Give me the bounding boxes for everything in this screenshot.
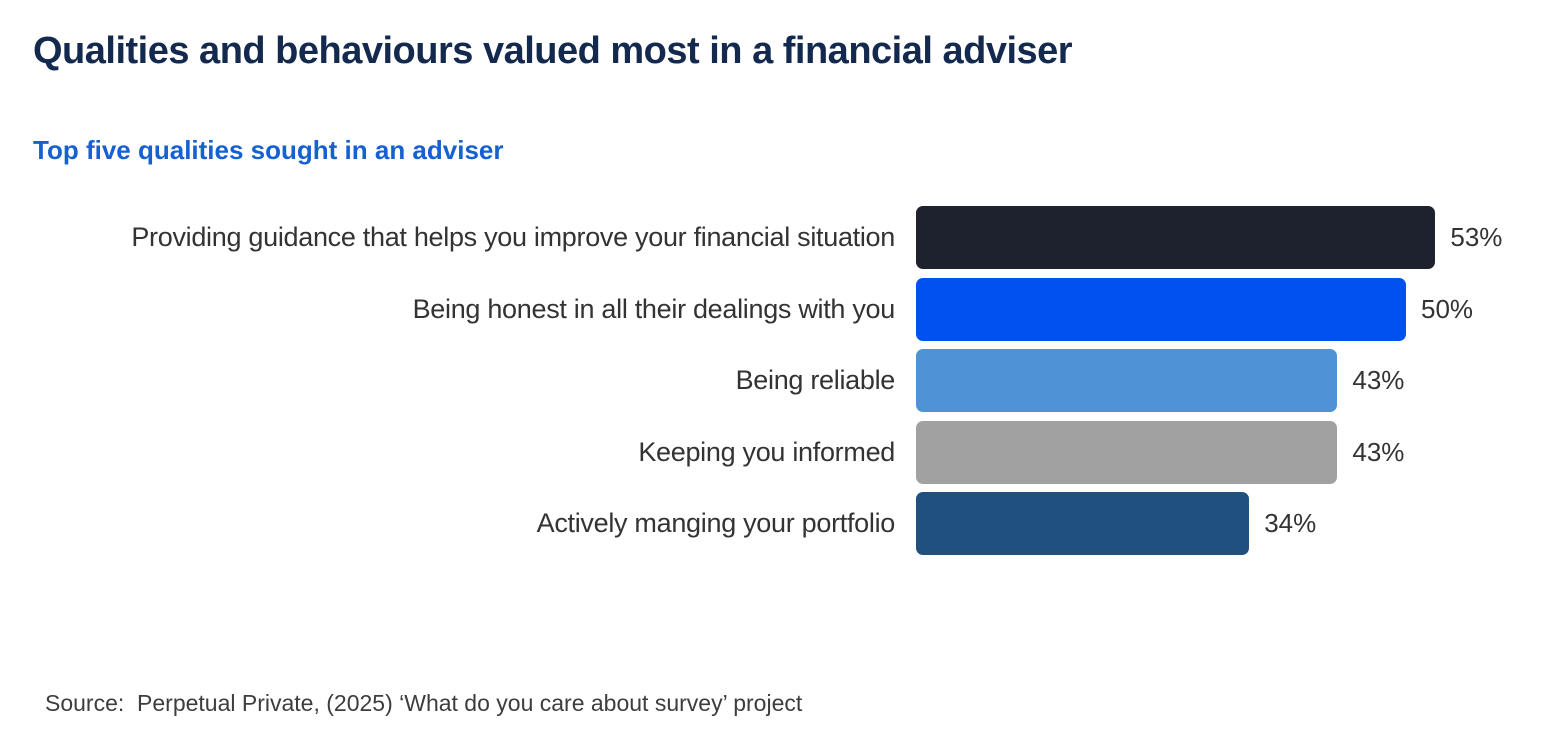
bar [916, 492, 1250, 555]
chart-subtitle: Top five qualities sought in an adviser [33, 135, 504, 165]
bar-row: Being reliable 43% [33, 349, 1502, 412]
value-label: 50% [1421, 293, 1474, 324]
bar-area: 53% [916, 206, 1502, 269]
bar-area: 43% [916, 349, 1404, 412]
value-label: 53% [1450, 222, 1503, 252]
bar-row: Being honest in all their dealings with … [33, 277, 1502, 341]
category-label: Being reliable [735, 365, 896, 395]
bar-rows: Providing guidance that helps you improv… [33, 206, 1502, 555]
value-label: 43% [1352, 365, 1405, 395]
bar-area: 43% [916, 420, 1405, 484]
bar-area: 34% [916, 492, 1316, 555]
category-label: Keeping you informed [638, 436, 895, 467]
source-note: Source: Perpetual Private, (2025) ‘What … [45, 690, 803, 716]
category-label: Being honest in all their dealings with … [412, 293, 896, 324]
value-label: 43% [1352, 436, 1405, 467]
page-title: Qualities and behaviours valued most in … [33, 30, 1073, 72]
bar [916, 420, 1338, 484]
bar-row: Keeping you informed 43% [33, 420, 1502, 484]
bar [916, 206, 1436, 269]
category-label: Providing guidance that helps you improv… [131, 222, 895, 252]
value-label: 34% [1264, 508, 1317, 538]
bar-row: Providing guidance that helps you improv… [33, 206, 1502, 269]
bar [916, 277, 1406, 341]
bar-row: Actively manging your portfolio 34% [33, 492, 1502, 555]
bar [916, 349, 1338, 412]
bar-area: 50% [916, 277, 1474, 341]
category-label: Actively manging your portfolio [536, 508, 896, 538]
